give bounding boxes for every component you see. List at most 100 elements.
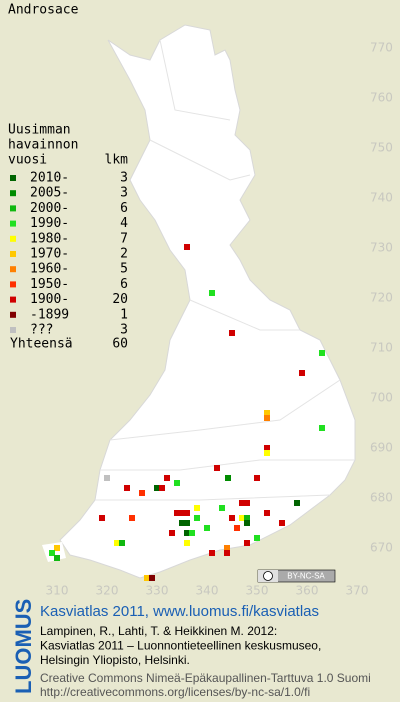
observation (184, 510, 190, 516)
legend-count: 3 (120, 186, 128, 201)
observation (209, 550, 215, 556)
footer-heading: Kasviatlas 2011, www.luomus.fi/kasviatla… (40, 603, 319, 620)
observation (119, 540, 125, 546)
legend-label: 2010- (30, 171, 69, 186)
observation (129, 515, 135, 521)
legend-count: 20 (112, 292, 128, 307)
observation (184, 530, 190, 536)
legend-swatch (10, 281, 16, 288)
observation (179, 510, 185, 516)
species-title: Androsace (8, 3, 79, 18)
legend-label: 1900- (30, 292, 69, 307)
legend-label: 1990- (30, 216, 69, 231)
license-badge-text: BY-NC-SA (287, 572, 325, 581)
observation (319, 350, 325, 356)
northing-label: 710 (370, 341, 393, 355)
northing-label: 700 (370, 391, 393, 405)
observation (204, 525, 210, 531)
northing-label: 730 (370, 241, 393, 255)
observation (254, 535, 260, 541)
easting-label: 360 (296, 584, 319, 598)
legend-swatch (10, 205, 16, 212)
legend-swatch (10, 251, 16, 257)
northing-label: 760 (370, 91, 393, 105)
legend-count: 3 (120, 323, 128, 338)
northing-label: 750 (370, 141, 393, 155)
observation (229, 515, 235, 521)
citation-line: Kasviatlas 2011 – Luonnontieteellinen ke… (40, 639, 321, 653)
legend-label: 1980- (30, 231, 69, 246)
observation (244, 515, 250, 521)
observation (179, 520, 185, 526)
observation (154, 485, 160, 491)
legend-total: 60 (112, 337, 128, 352)
observation (264, 415, 270, 421)
footer: Lampinen, R., Lahti, T. & Heikkinen M. 2… (40, 624, 371, 699)
observation (239, 500, 245, 506)
observation (234, 525, 240, 531)
observation (54, 555, 60, 561)
legend-label: 1950- (30, 277, 69, 292)
northing-label: 680 (370, 491, 393, 505)
northing-label: 720 (370, 291, 393, 305)
observation (224, 545, 230, 551)
legend-heading: havainnon (8, 138, 78, 153)
observation (294, 500, 300, 506)
legend-swatch (10, 311, 16, 318)
legend-count: 3 (120, 171, 128, 186)
legend-label: 1960- (30, 262, 69, 277)
easting-label: 350 (246, 584, 269, 598)
legend-label: 1970- (30, 247, 69, 262)
legend-swatch (10, 296, 16, 303)
observation (189, 530, 195, 536)
observation (174, 510, 180, 516)
observation (159, 485, 165, 491)
observation (184, 520, 190, 526)
easting-label: 340 (196, 584, 219, 598)
observation (139, 490, 145, 496)
legend-count: 6 (120, 201, 128, 216)
observation (184, 540, 190, 546)
citation-line: Helsingin Yliopisto, Helsinki. (40, 653, 190, 667)
license-badge: BY-NC-SA (257, 569, 336, 583)
legend-label: -1899 (30, 307, 69, 322)
observation (264, 410, 270, 416)
observation (49, 550, 55, 556)
legend-count-heading: lkm (105, 153, 129, 168)
legend-count: 7 (120, 231, 128, 246)
legend-label: 2005- (30, 186, 69, 201)
observation (299, 370, 305, 376)
logo: LUOMUS (11, 599, 36, 694)
legend-total-label: Yhteensä (10, 337, 73, 352)
legend-swatch (10, 235, 16, 242)
easting-label: 330 (146, 584, 169, 598)
legend-count: 2 (120, 247, 128, 262)
observation (214, 465, 220, 471)
observation (319, 425, 325, 431)
observation (149, 575, 155, 581)
license-line: http://creativecommons.org/licenses/by-n… (40, 685, 310, 699)
legend-swatch (10, 175, 16, 181)
citation-line: Lampinen, R., Lahti, T. & Heikkinen M. 2… (40, 624, 277, 638)
observation (244, 520, 250, 526)
legend-heading: Uusimman (8, 123, 71, 138)
observation (124, 485, 130, 491)
easting-label: 320 (96, 584, 119, 598)
observation (99, 515, 105, 521)
observation (264, 445, 270, 451)
observations (49, 244, 325, 581)
observation (224, 550, 230, 556)
legend-swatch (10, 220, 16, 227)
observation (239, 515, 245, 521)
easting-label: 310 (46, 584, 69, 598)
easting-label: 370 (346, 584, 369, 598)
observation (229, 330, 235, 336)
observation (244, 500, 250, 506)
finland-outline (59, 24, 356, 579)
license-line: Creative Commons Nimeä-Epäkaupallinen-Ta… (40, 671, 371, 685)
observation (104, 475, 110, 481)
northing-label: 770 (370, 41, 393, 55)
northing-label: 740 (370, 191, 393, 205)
